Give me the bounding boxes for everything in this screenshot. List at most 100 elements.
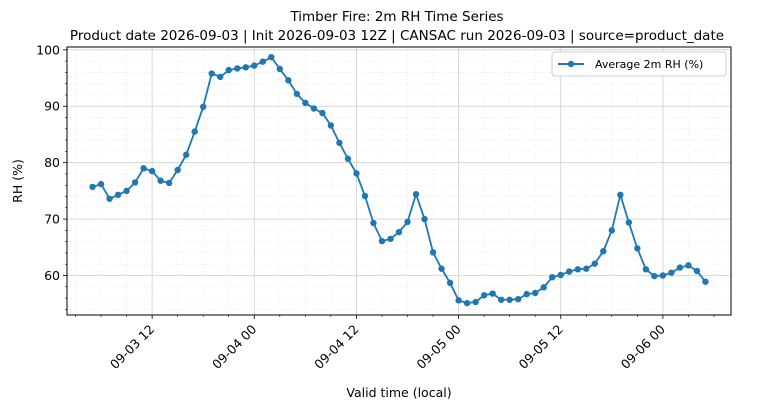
chart-subtitle: Product date 2026-09-03 | Init 2026-09-0… [70, 28, 724, 44]
data-point [114, 191, 122, 199]
y-tick-label: 60 [44, 268, 60, 283]
grid-major [67, 47, 731, 315]
data-point [259, 58, 266, 65]
data-point [608, 227, 616, 234]
grid-minor [67, 47, 731, 315]
series-layer [89, 53, 709, 307]
data-point [446, 279, 454, 287]
data-point [302, 99, 309, 107]
data-point [89, 183, 96, 191]
data-point [463, 299, 471, 307]
data-point [276, 65, 284, 73]
plot-frame [66, 46, 732, 316]
data-point [106, 195, 113, 202]
data-point [344, 155, 352, 162]
y-tick-label: 80 [44, 155, 60, 170]
x-axis-label: Valid time (local) [346, 385, 451, 400]
x-tick-label: 09-03 12 [107, 322, 157, 372]
data-point [157, 177, 164, 184]
x-axis: 09-03 12 09-04 00 09-04 12 09-05 00 09-05 12… [75, 315, 715, 372]
data-point [310, 105, 318, 112]
data-point [378, 237, 386, 245]
data-point [336, 139, 343, 147]
data-point [361, 192, 369, 200]
data-point [208, 70, 215, 77]
data-point [395, 228, 403, 236]
data-point [251, 62, 258, 69]
data-point [549, 274, 556, 281]
data-point [353, 170, 360, 177]
data-point [225, 66, 232, 74]
data-point [600, 248, 607, 255]
data-point [191, 128, 198, 135]
data-point [685, 262, 692, 269]
data-point [566, 268, 573, 275]
data-point [174, 166, 181, 174]
data-point [472, 298, 479, 306]
data-point [131, 179, 139, 186]
x-tick-label: 09-06 00 [618, 321, 668, 371]
data-point [651, 272, 658, 280]
data-point [668, 269, 675, 276]
data-point [268, 53, 275, 61]
x-tick-label: 09-04 12 [311, 322, 361, 372]
data-point [480, 292, 488, 299]
data-point [319, 109, 326, 117]
chart-title: Timber Fire: 2m RH Time Series [289, 9, 503, 25]
data-point [421, 215, 428, 223]
data-point [702, 278, 709, 285]
data-point [506, 296, 513, 303]
data-point [97, 180, 105, 188]
series-line [92, 56, 707, 305]
data-point [242, 64, 249, 71]
data-point [591, 260, 598, 267]
data-point [404, 218, 411, 226]
data-point [429, 249, 437, 256]
data-point [438, 265, 445, 272]
data-point [514, 296, 522, 303]
data-point [583, 265, 590, 272]
data-point [676, 264, 684, 271]
data-point [574, 266, 581, 273]
data-point [617, 191, 624, 199]
data-point [140, 165, 147, 172]
y-tick-label: 100 [36, 42, 60, 57]
legend-marker [567, 60, 575, 68]
data-point [659, 272, 667, 279]
x-tick-label: 09-05 00 [413, 321, 463, 371]
data-point [412, 191, 420, 198]
data-point [200, 103, 207, 111]
data-point [234, 65, 241, 72]
data-point [634, 245, 641, 252]
legend: Average 2m RH (%) [551, 51, 727, 77]
data-point [523, 290, 530, 298]
y-axis-label: RH (%) [10, 159, 25, 203]
data-point [327, 122, 335, 129]
data-point [370, 219, 377, 227]
data-point [217, 73, 224, 81]
data-point [489, 290, 496, 297]
data-point [625, 219, 633, 226]
data-point [148, 167, 156, 175]
data-point [285, 77, 292, 84]
data-point [540, 284, 547, 291]
y-tick-label: 90 [44, 99, 60, 114]
data-point [165, 179, 173, 187]
y-tick-label: 70 [44, 212, 60, 227]
y-axis: 60 70 80 90 100 [36, 42, 67, 310]
legend-box [551, 51, 727, 77]
legend-label: Average 2m RH (%) [595, 58, 703, 71]
data-point [182, 151, 190, 158]
data-point [293, 90, 301, 98]
data-point [455, 297, 462, 304]
x-tick-label: 09-05 12 [516, 322, 566, 372]
data-point [497, 296, 505, 303]
data-point [693, 267, 701, 275]
data-point [387, 235, 394, 243]
data-point [557, 271, 564, 279]
x-tick-label: 09-04 00 [209, 321, 259, 371]
data-point [532, 289, 539, 297]
data-point [123, 187, 130, 195]
data-point [642, 266, 650, 273]
